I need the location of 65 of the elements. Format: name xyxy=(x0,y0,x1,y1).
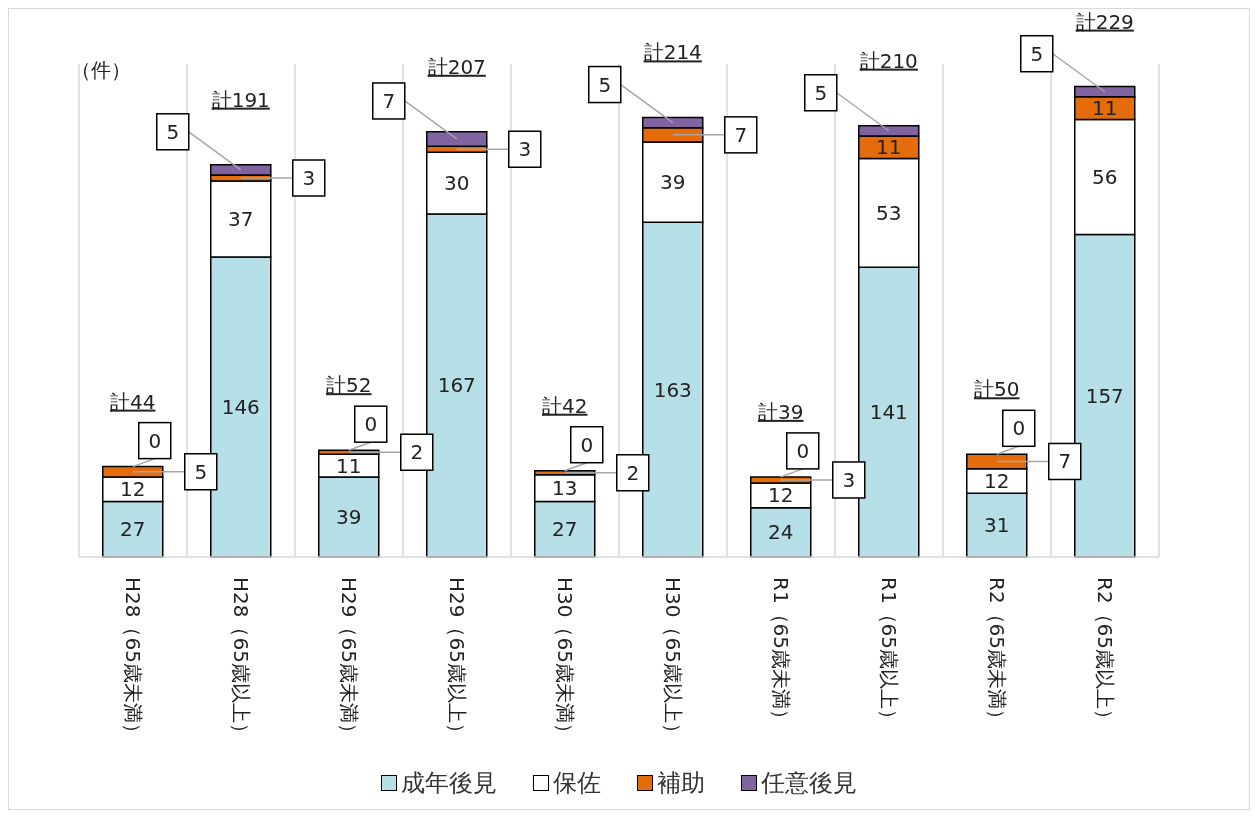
data-label: 3 xyxy=(842,467,856,492)
data-label: 56 xyxy=(1092,164,1118,189)
data-label: 30 xyxy=(444,171,470,196)
y-axis-title: （件） xyxy=(71,57,131,84)
data-label: 141 xyxy=(869,400,908,425)
data-label: 5 xyxy=(194,459,208,484)
data-label: 0 xyxy=(148,428,162,453)
total-label: 計39 xyxy=(758,399,804,424)
data-label: 0 xyxy=(1012,416,1026,441)
data-label: 39 xyxy=(336,504,362,529)
data-label: 27 xyxy=(552,517,578,542)
data-label: 167 xyxy=(437,373,476,398)
total-label: 計207 xyxy=(427,54,486,79)
x-tick-label: H28（65歳以上） xyxy=(229,577,253,743)
data-label: 27 xyxy=(120,517,146,542)
total-label: 計50 xyxy=(974,377,1020,402)
data-label: 11 xyxy=(1092,96,1118,121)
x-tick-label: H28（65歳未満） xyxy=(121,577,145,743)
data-label: 146 xyxy=(221,395,260,420)
total-label: 計44 xyxy=(110,389,156,414)
data-label: 2 xyxy=(410,440,424,465)
data-label: 12 xyxy=(120,477,146,502)
x-tick-label: H29（65歳以上） xyxy=(445,577,469,743)
data-label: 3 xyxy=(518,137,532,162)
data-label: 37 xyxy=(228,207,254,232)
data-label: 5 xyxy=(598,72,612,97)
total-label: 計210 xyxy=(859,48,918,73)
data-label: 12 xyxy=(984,469,1010,493)
data-label: 5 xyxy=(814,80,828,105)
data-label: 11 xyxy=(336,453,362,478)
data-label: 2 xyxy=(626,460,640,485)
data-label: 5 xyxy=(166,119,180,144)
total-label: 計52 xyxy=(326,373,372,398)
data-label: 7 xyxy=(1058,449,1072,474)
x-tick-label: R2（65歳以上） xyxy=(1093,577,1117,730)
data-label: 7 xyxy=(382,88,396,113)
x-tick-label: H29（65歳未満） xyxy=(337,577,361,743)
x-tick-label: R2（65歳未満） xyxy=(985,577,1009,730)
data-label: 0 xyxy=(796,438,810,463)
data-label: 39 xyxy=(660,170,686,195)
data-label: 0 xyxy=(364,412,378,437)
legend-label: 保佐 xyxy=(552,768,601,799)
data-label: 11 xyxy=(876,135,902,160)
total-label: 計229 xyxy=(1075,9,1134,34)
total-label: 計191 xyxy=(211,87,270,112)
data-label: 12 xyxy=(768,483,794,508)
data-label: 31 xyxy=(984,513,1010,538)
legend-label: 任意後見 xyxy=(760,768,857,799)
data-label: 5 xyxy=(1030,41,1044,66)
data-label: 0 xyxy=(580,432,594,457)
data-label: 13 xyxy=(552,476,578,501)
legend-label: 成年後見 xyxy=(400,768,497,799)
x-tick-label: R1（65歳未満） xyxy=(769,577,793,730)
x-tick-label: R1（65歳以上） xyxy=(877,577,901,730)
x-tick-label: H30（65歳未満） xyxy=(553,577,577,743)
data-label: 24 xyxy=(768,520,794,545)
total-label: 計42 xyxy=(542,393,588,418)
x-tick-label: H30（65歳以上） xyxy=(661,577,685,743)
data-label: 53 xyxy=(876,200,902,225)
data-label: 163 xyxy=(653,377,692,402)
data-label: 157 xyxy=(1085,383,1124,408)
total-label: 計214 xyxy=(643,40,702,65)
data-label: 3 xyxy=(302,166,316,191)
legend-label: 補助 xyxy=(656,768,705,799)
data-label: 7 xyxy=(734,122,748,147)
